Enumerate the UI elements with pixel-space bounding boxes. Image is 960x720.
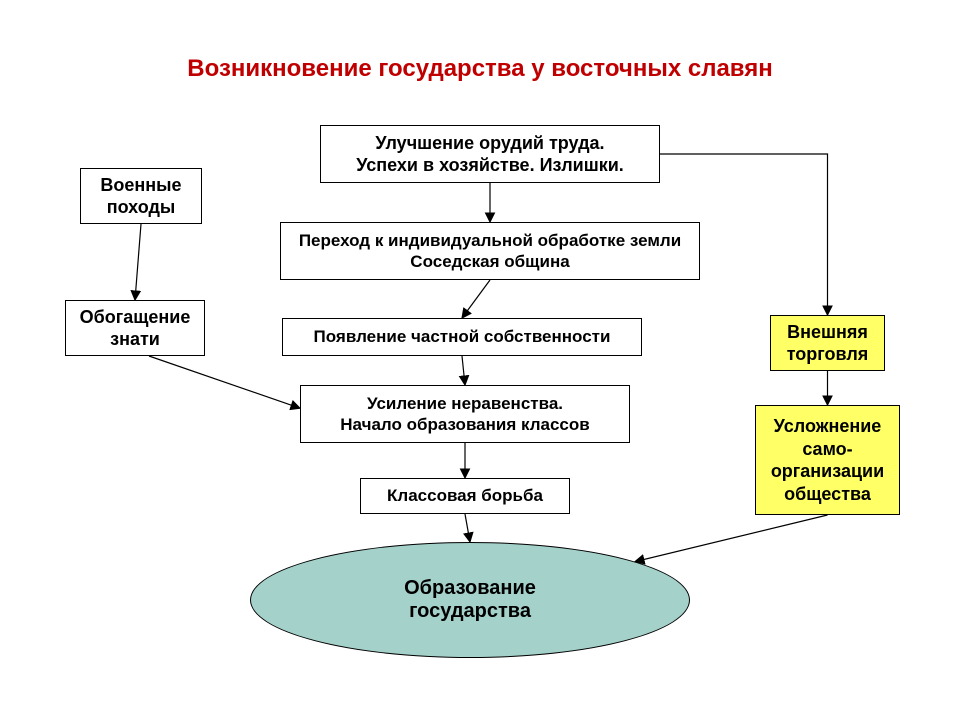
node-state-formation: Образованиегосударства — [250, 542, 690, 658]
node-foreign-trade: Внешняяторговля — [770, 315, 885, 371]
ellipse-label: Образованиегосударства — [404, 577, 536, 623]
node-social-organization: Усложнениесамо-организацииобщества — [755, 405, 900, 515]
node-private-property: Появление частной собственности — [282, 318, 642, 356]
node-military-campaigns: Военныепоходы — [80, 168, 202, 224]
diagram-title: Возникновение государства у восточных сл… — [90, 55, 870, 83]
node-nobility-enrichment: Обогащениезнати — [65, 300, 205, 356]
node-individual-farming: Переход к индивидуальной обработке земли… — [280, 222, 700, 280]
diagram-canvas: { "title": { "text": "Возникновение госу… — [0, 0, 960, 720]
node-tools-improvement: Улучшение орудий труда.Успехи в хозяйств… — [320, 125, 660, 183]
node-class-struggle: Классовая борьба — [360, 478, 570, 514]
node-inequality-classes: Усиление неравенства.Начало образования … — [300, 385, 630, 443]
